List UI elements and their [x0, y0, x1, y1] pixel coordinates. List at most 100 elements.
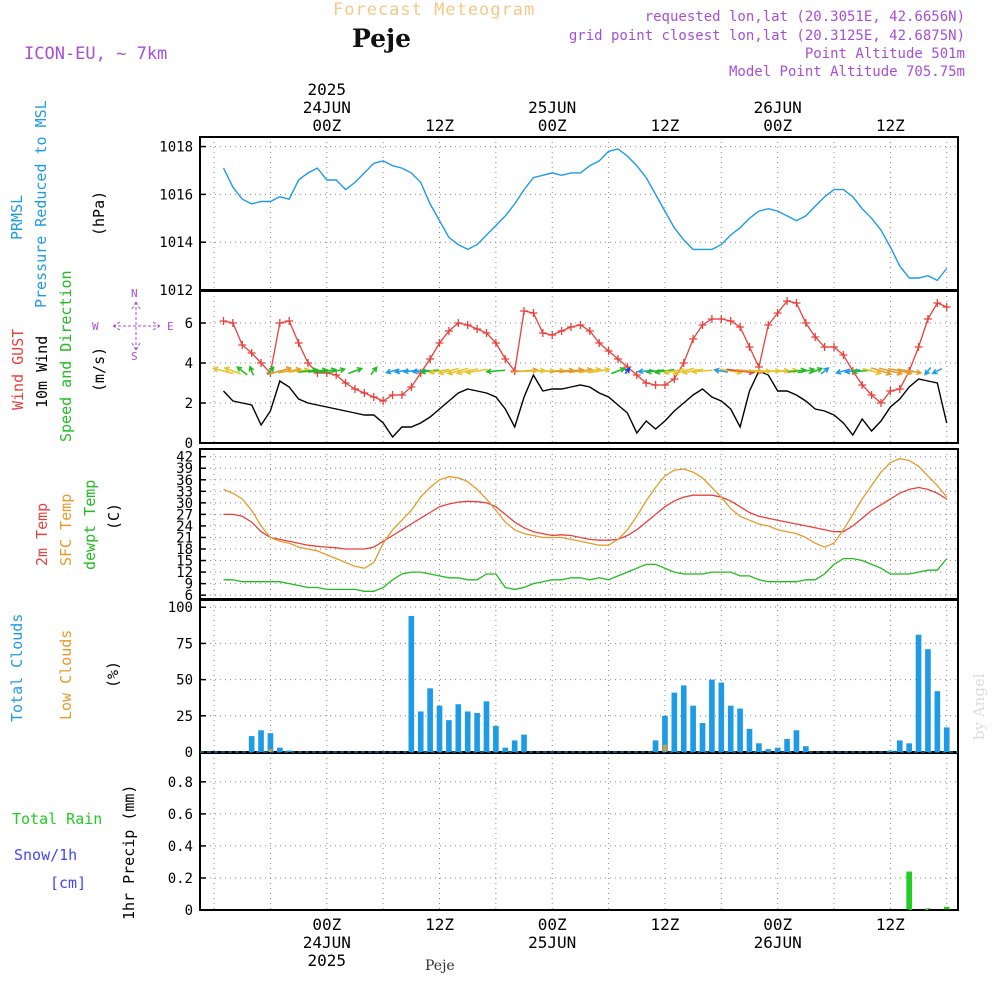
wind-arrow — [713, 367, 729, 374]
y-tick-label: 0 — [185, 903, 193, 919]
compass-w: W — [92, 320, 99, 333]
y-tick-label: 6 — [185, 588, 193, 604]
gust-marker — [726, 317, 735, 325]
total-cloud-bar — [737, 708, 743, 752]
gust-marker — [463, 321, 472, 329]
wind-arrow — [428, 368, 450, 375]
total-cloud-bar — [427, 688, 433, 752]
gust-marker — [219, 317, 228, 325]
y-tick-label: 21 — [176, 530, 193, 546]
wind-arrow — [588, 366, 611, 374]
wind-arrow — [419, 368, 440, 375]
y-tick-label: 0.6 — [168, 807, 193, 823]
wind-arrow — [411, 368, 429, 375]
wind-arrow — [862, 367, 883, 376]
wind-arrow — [223, 366, 241, 375]
y-tick-label: 24 — [176, 519, 193, 535]
total-cloud-bar — [408, 615, 415, 752]
gust-marker — [792, 299, 801, 307]
total-cloud-bar — [925, 649, 931, 752]
time-label-bottom: 12Z — [650, 915, 679, 934]
sfc-temp-line — [223, 457, 948, 569]
gust-marker — [689, 335, 698, 343]
compass-rose — [112, 301, 161, 351]
total-cloud-bar — [248, 736, 255, 752]
gust-marker — [360, 389, 369, 397]
total-cloud-bar — [671, 692, 678, 752]
gust-marker — [651, 381, 660, 389]
rain-bar — [925, 908, 931, 910]
wind-arrow — [437, 367, 459, 376]
gust-marker — [801, 319, 810, 327]
gust-marker — [886, 387, 895, 395]
gust-marker — [567, 323, 576, 331]
time-label-top: 12Z — [425, 116, 454, 135]
time-label-top: 25JUN — [528, 98, 576, 117]
gust-marker — [867, 391, 876, 399]
time-label-bottom: 25JUN — [528, 933, 576, 952]
total-cloud-bar — [446, 720, 452, 752]
gust-marker — [679, 359, 688, 367]
y-tick-label: 50 — [176, 673, 193, 689]
wind-arrow — [645, 368, 665, 375]
y-tick-label: 36 — [176, 473, 193, 489]
panel-frame — [199, 448, 959, 600]
gust-marker — [707, 315, 716, 323]
wind-arrow — [808, 367, 824, 375]
total-cloud-bar — [680, 685, 687, 752]
y-tick-label: 75 — [176, 636, 193, 652]
wind-arrow — [653, 368, 675, 375]
wind-arrow — [611, 367, 627, 375]
time-label-top: 26JUN — [754, 98, 802, 117]
gust-marker — [228, 319, 237, 327]
total-cloud-bar — [699, 723, 706, 752]
rain-bar — [906, 871, 912, 910]
total-cloud-bar — [746, 728, 753, 752]
y-tick-label: 1014 — [159, 235, 193, 251]
total-cloud-bar — [483, 701, 490, 752]
total-cloud-bar — [934, 691, 941, 752]
gust-marker — [698, 321, 707, 329]
total-cloud-bar — [493, 725, 499, 752]
point-altitude: Point Altitude 501m — [804, 46, 965, 62]
compass-n: N — [131, 287, 138, 300]
y-tick-label: 1018 — [159, 140, 193, 156]
panel-frame — [199, 136, 959, 291]
wind-arrow — [327, 367, 347, 374]
wind-arrow — [931, 367, 943, 375]
gust-marker — [811, 333, 820, 341]
rain-label: Total Rain — [12, 810, 103, 828]
total-cloud-bar — [709, 679, 715, 752]
total-cloud-bar — [943, 727, 950, 752]
y-tick-label: 18 — [176, 542, 193, 558]
gust-marker — [642, 379, 651, 387]
wind-arrow — [924, 367, 932, 376]
y-tick-label: 0.8 — [168, 775, 193, 791]
gust-marker — [247, 349, 256, 357]
y-tick-label: 0 — [185, 745, 193, 761]
total-cloud-bar — [718, 682, 725, 752]
gust-marker — [369, 393, 378, 401]
gust-marker — [858, 381, 867, 389]
y-tick-label: 39 — [176, 461, 193, 477]
low-cloud-bar — [268, 749, 273, 752]
gust-marker — [595, 339, 604, 347]
total-cloud-bar — [793, 730, 800, 752]
y-tick-label: 9 — [185, 577, 193, 593]
y-tick-label: 0.2 — [168, 871, 193, 887]
gridpoint-coords: grid point closest lon,lat (20.3125E, 42… — [568, 28, 965, 44]
y-tick-label: 1016 — [159, 187, 193, 203]
compass-e: E — [167, 320, 174, 333]
gust-marker — [529, 309, 538, 317]
model-altitude: Model Point Altitude 705.75m — [728, 64, 965, 80]
total-cloud-bar — [803, 746, 809, 752]
total-cloud-bar — [258, 730, 264, 752]
snow-unit: [cm] — [50, 874, 87, 892]
gust-marker — [839, 351, 848, 359]
time-label-top: 00Z — [312, 116, 341, 135]
total-cloud-bar — [887, 750, 894, 752]
time-label-top: 12Z — [876, 116, 905, 135]
time-label-top: 12Z — [650, 116, 679, 135]
gust-marker — [820, 343, 829, 351]
total-cloud-bar — [267, 733, 274, 752]
